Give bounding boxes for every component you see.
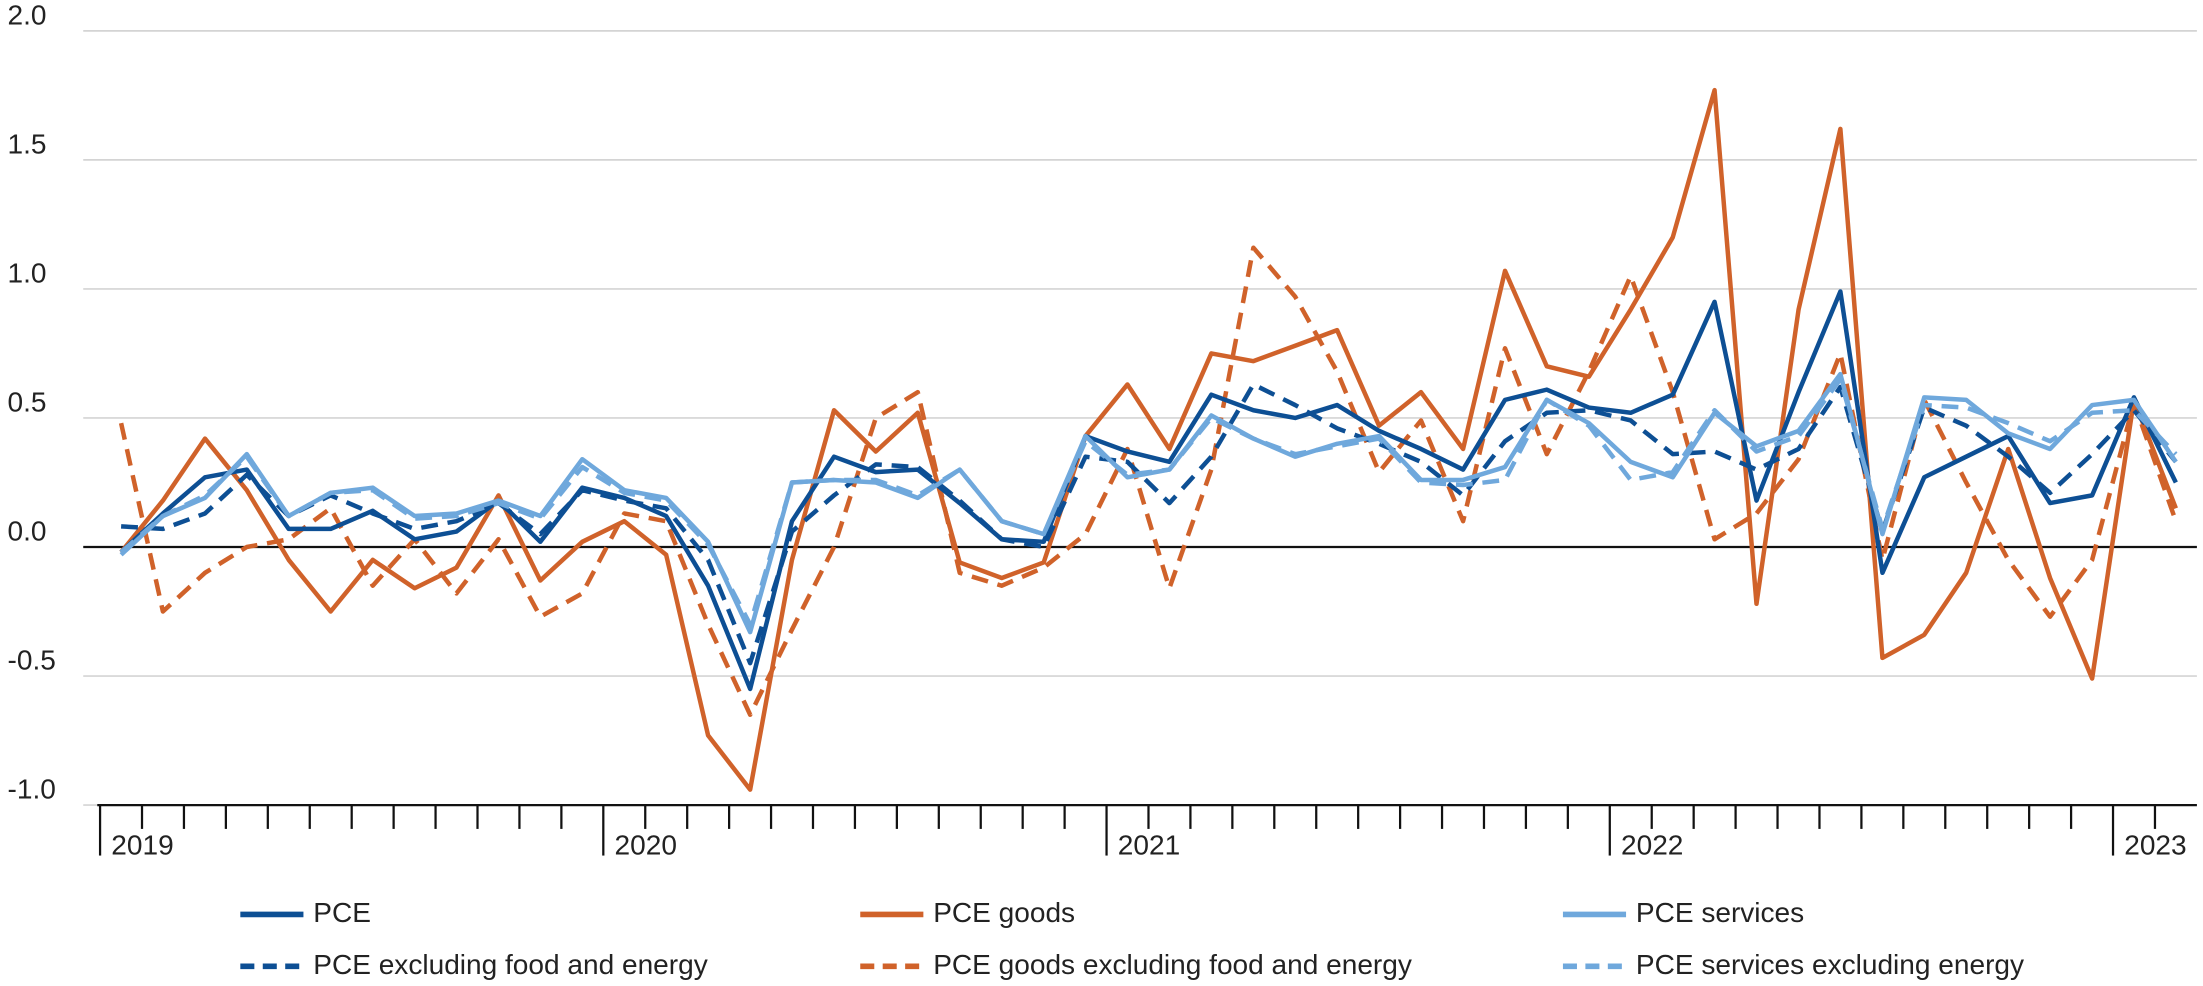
y-tick-label: -0.5 <box>8 644 56 675</box>
series-line <box>119 289 2178 692</box>
series-line <box>118 245 2178 717</box>
x-tick-label: 2022 <box>1621 830 1683 861</box>
x-tick-label: 2021 <box>1118 830 1180 861</box>
y-tick-label: 2.0 <box>8 0 47 30</box>
legend-label: PCE services <box>1636 897 1804 928</box>
y-tick-label: 0.0 <box>8 515 47 546</box>
legend-label: PCE <box>313 897 371 928</box>
y-tick-label: 1.0 <box>8 257 47 288</box>
legend-label: PCE excluding food and energy <box>313 949 707 980</box>
x-tick-label: 2023 <box>2124 830 2186 861</box>
series-line <box>119 87 2178 792</box>
legend-label: PCE services excluding energy <box>1636 949 2024 980</box>
x-tick-label: 2020 <box>615 830 677 861</box>
x-tick-label: 2019 <box>111 830 173 861</box>
y-tick-label: 0.5 <box>8 386 47 417</box>
legend-label: PCE goods excluding food and energy <box>933 949 1412 980</box>
legend-label: PCE goods <box>933 897 1075 928</box>
series-line <box>120 382 2178 666</box>
series-line <box>119 371 2178 635</box>
y-tick-label: 1.5 <box>8 128 47 159</box>
y-tick-label: -1.0 <box>8 773 56 804</box>
